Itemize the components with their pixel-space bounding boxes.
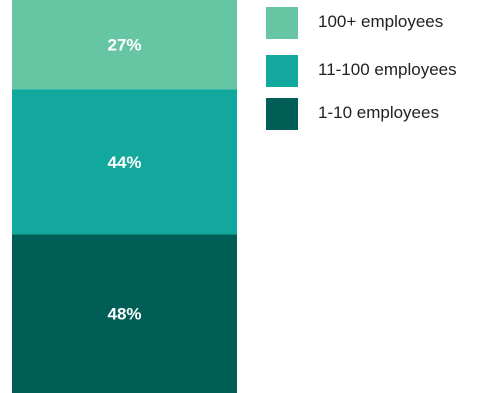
bar-segment-100-plus-employees (12, 0, 237, 90)
bar-stack: 48% 44% 27% (12, 0, 237, 393)
legend-item-100-plus: 100+ employees (266, 7, 500, 39)
legend-label-11-100: 11-100 employees (318, 60, 457, 79)
data-label-1-10-employees: 48% (107, 305, 141, 324)
legend-label-1-10: 1-10 employees (318, 103, 439, 122)
legend-swatch-1-10 (266, 98, 298, 130)
legend-item-11-100: 11-100 employees (266, 55, 500, 87)
data-label-11-100-employees: 44% (107, 153, 141, 172)
data-label-100-plus-employees: 27% (107, 36, 141, 55)
legend-label-100-plus: 100+ employees (318, 12, 444, 31)
legend-swatch-11-100 (266, 55, 298, 87)
legend-item-1-10: 1-10 employees (266, 98, 500, 130)
bar-segment-11-100-employees (12, 89, 237, 235)
bar-segment-1-10-employees (12, 234, 237, 393)
legend-swatch-100-plus (266, 7, 298, 39)
